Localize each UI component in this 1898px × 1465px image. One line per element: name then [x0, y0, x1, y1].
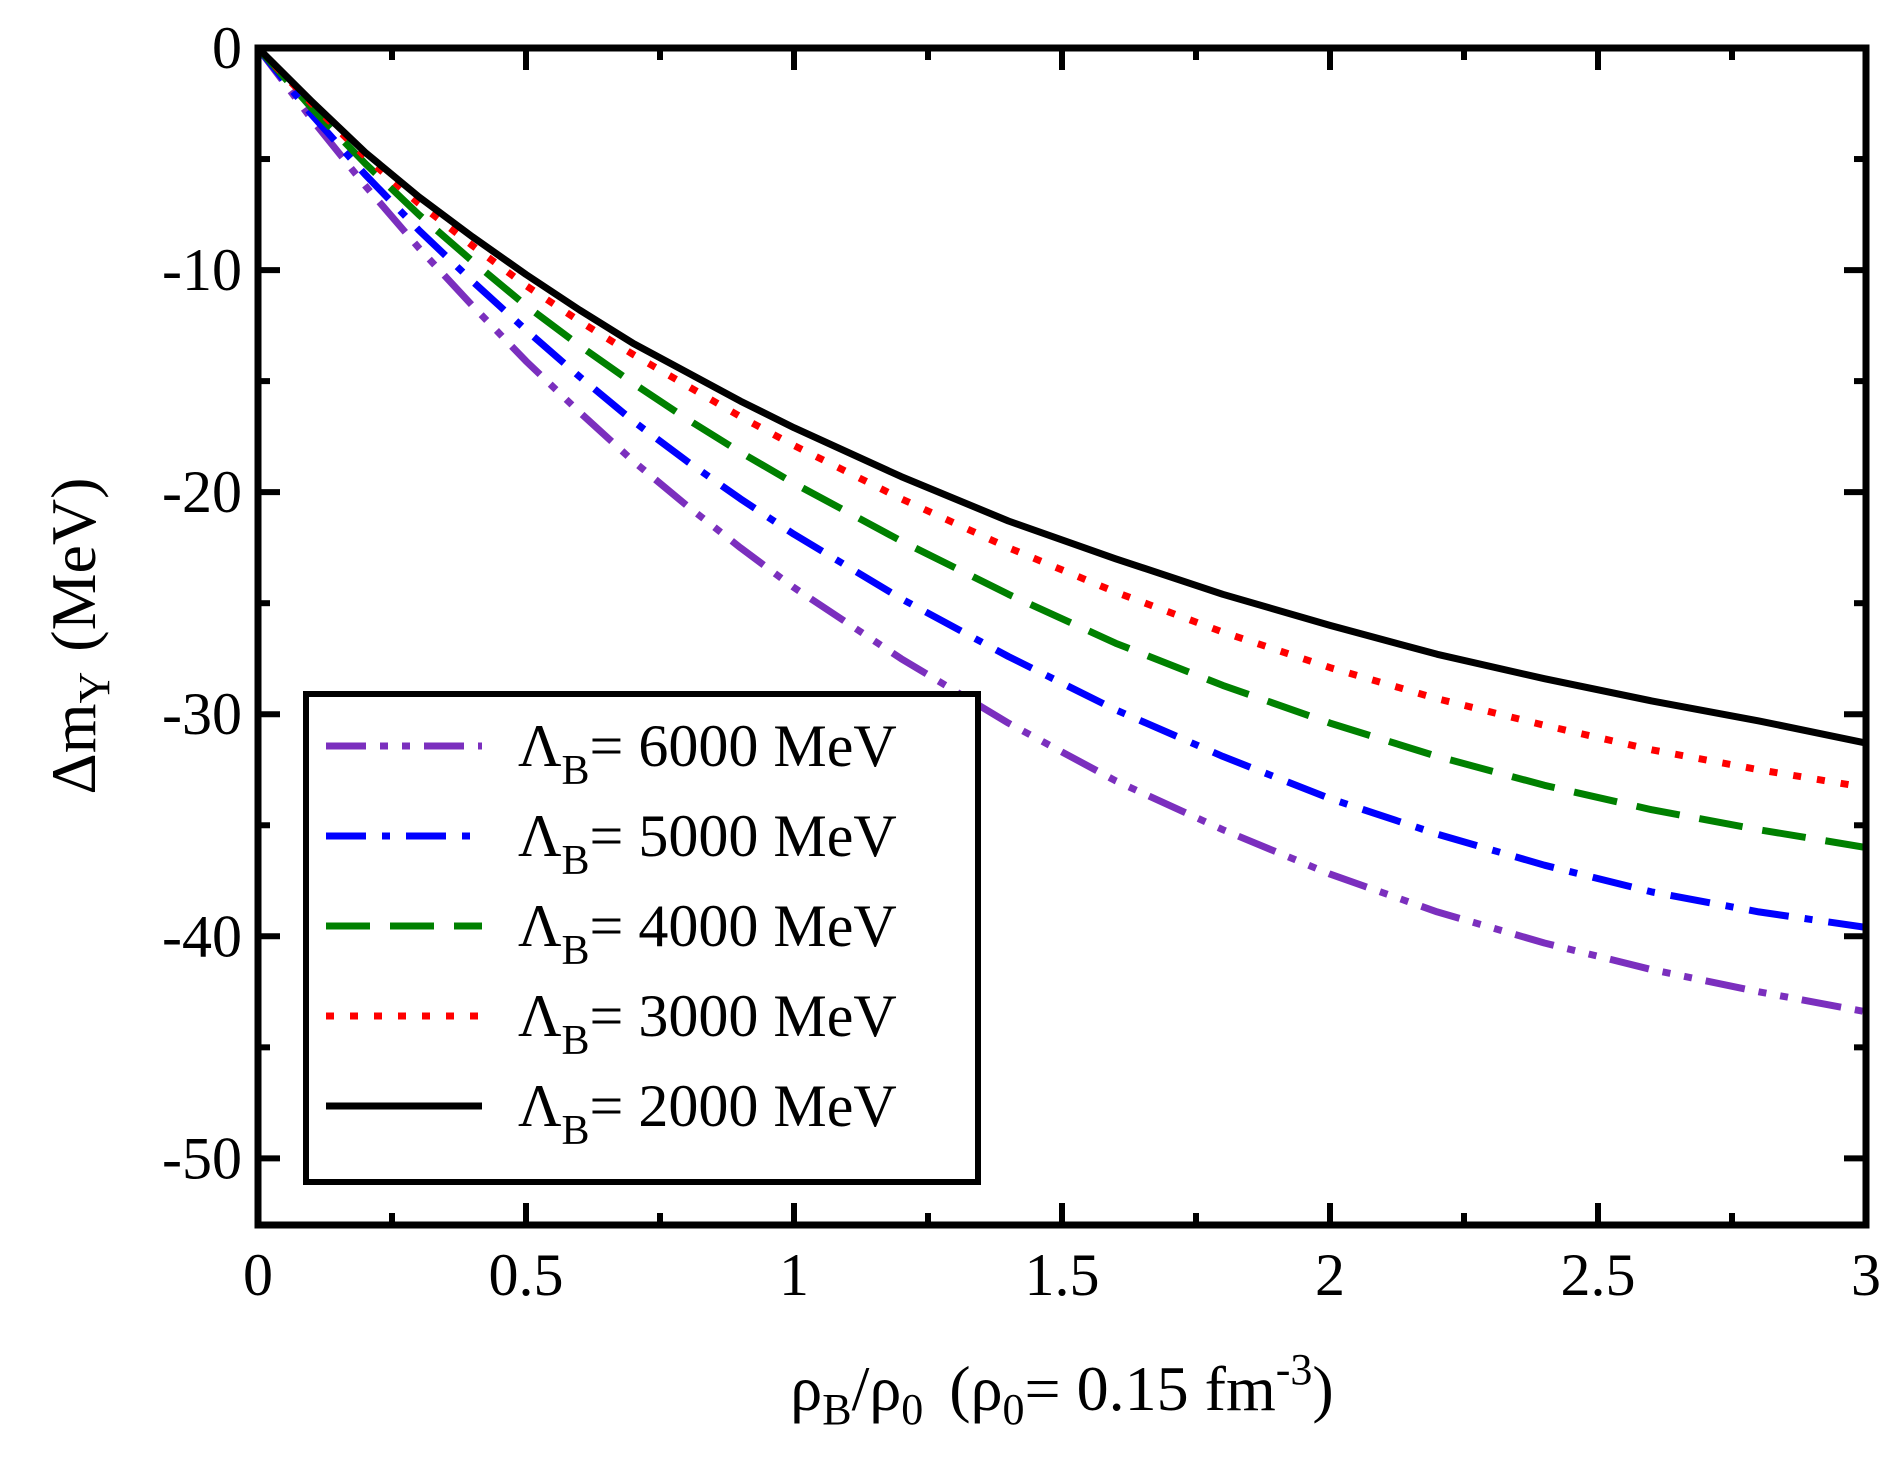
y-tick-label: -30 [162, 681, 242, 747]
series-line-0 [258, 48, 1866, 1016]
legend-lambda: Λ [518, 1073, 562, 1139]
legend-text: = 5000 MeV [590, 803, 897, 869]
legend-box [303, 691, 981, 1185]
y-axis-label-unit: (MeV) [38, 478, 109, 652]
y-tick-label: -40 [162, 903, 242, 969]
legend-lambda: Λ [518, 983, 562, 1049]
y-tick-label: -10 [162, 237, 242, 303]
legend-label-4: ΛB= 2000 MeV [518, 1073, 897, 1154]
x-axis-label-zero-subscript-b: 0 [1003, 1385, 1025, 1434]
y-axis-label-subscript: Υ [70, 672, 119, 704]
legend-label-2: ΛB= 4000 MeV [518, 893, 897, 974]
x-tick-label: 0 [243, 1242, 273, 1308]
x-tick-label: 3 [1851, 1242, 1881, 1308]
legend-label-0: ΛB= 6000 MeV [518, 713, 897, 794]
legend-label-3: ΛB= 3000 MeV [518, 983, 897, 1064]
legend-subscript: B [562, 1108, 590, 1154]
x-axis-label-slash: / [852, 1353, 870, 1424]
legend-label-1: ΛB= 5000 MeV [518, 803, 897, 884]
tick-layer: 0 0.5 1 1.5 2 2.5 3 0 -10 -20 -30 -40 -50 [162, 15, 1881, 1308]
x-axis-label-zero-subscript: 0 [901, 1385, 923, 1434]
legend-text: = 4000 MeV [590, 893, 897, 959]
x-tick-label: 0.5 [489, 1242, 564, 1308]
x-axis-label-b-subscript: B [822, 1385, 851, 1434]
legend-text: = 3000 MeV [590, 983, 897, 1049]
series-layer [258, 48, 1866, 1016]
series-line-1 [258, 48, 1866, 931]
y-tick-label: -20 [162, 459, 242, 525]
series-line-4 [258, 48, 1866, 747]
legend-subscript: B [562, 1018, 590, 1064]
x-axis-label-value: = 0.15 fm [1025, 1353, 1276, 1424]
x-axis-label-open-paren: ( [949, 1353, 970, 1424]
x-axis-label-rho-b: ρ [790, 1353, 822, 1424]
y-tick-label: -50 [162, 1125, 242, 1191]
legend-lambda: Λ [518, 713, 562, 779]
legend-subscript: B [562, 838, 590, 884]
x-tick-label: 1 [779, 1242, 809, 1308]
y-axis-label: ΔmΥ (MeV) [38, 478, 119, 795]
series-line-3 [258, 48, 1866, 791]
legend-lambda: Λ [518, 803, 562, 869]
legend-subscript: B [562, 748, 590, 794]
y-tick-label: 0 [212, 15, 242, 81]
legend-subscript: B [562, 928, 590, 974]
x-tick-label: 2.5 [1561, 1242, 1636, 1308]
x-axis-label-rho-0b: ρ [971, 1353, 1003, 1424]
legend-text: = 6000 MeV [590, 713, 897, 779]
x-tick-label: 1.5 [1025, 1242, 1100, 1308]
x-tick-label: 2 [1315, 1242, 1345, 1308]
legend-lambda: Λ [518, 893, 562, 959]
x-axis-label-close-paren: ) [1312, 1353, 1333, 1424]
x-axis-label-exponent: -3 [1276, 1345, 1313, 1394]
legend-text: = 2000 MeV [590, 1073, 897, 1139]
x-axis-label: ρB/ρ0 (ρ0= 0.15 fm-3) [790, 1345, 1333, 1434]
x-axis-label-rho-0: ρ [869, 1353, 901, 1424]
y-axis-label-delta-m: Δm [38, 704, 109, 795]
